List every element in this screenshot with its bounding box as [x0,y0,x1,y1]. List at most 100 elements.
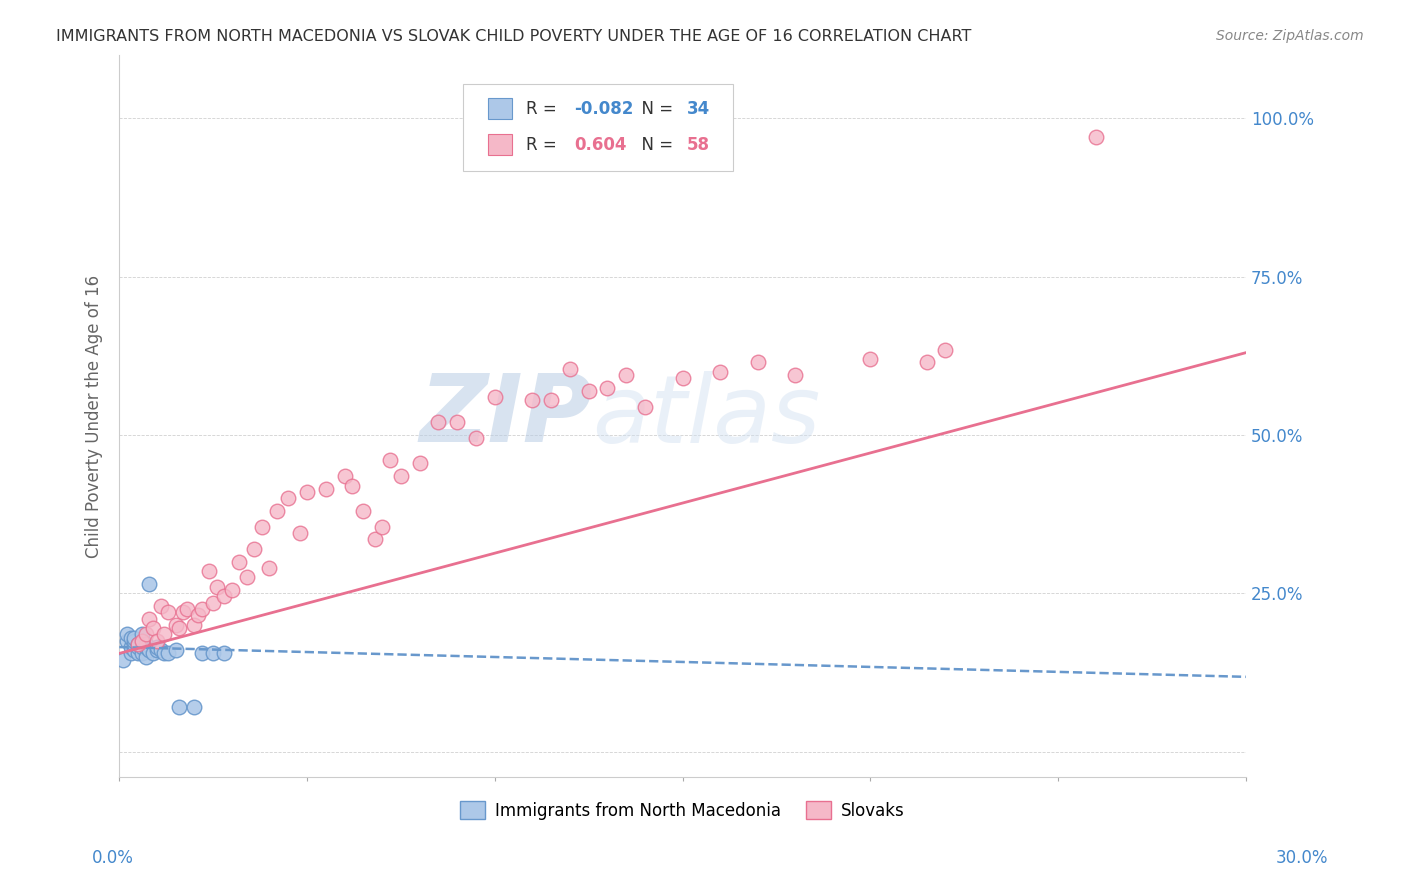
Point [363,533,385,547]
Point [183,700,205,714]
Point [157,605,180,619]
Point [243,541,266,556]
Point [157,647,180,661]
Text: IMMIGRANTS FROM NORTH MACEDONIA VS SLOVAK CHILD POVERTY UNDER THE AGE OF 16 CORR: IMMIGRANTS FROM NORTH MACEDONIA VS SLOVA… [56,29,972,44]
Point [785,368,807,382]
Point [671,371,693,385]
Point [596,380,619,394]
Bar [488,134,512,154]
Text: R =: R = [526,136,567,154]
Point [202,596,225,610]
Legend: Immigrants from North Macedonia, Slovaks: Immigrants from North Macedonia, Slovaks [454,795,911,826]
Point [340,478,363,492]
Point [153,647,176,661]
Point [187,608,209,623]
Point [205,580,228,594]
Point [277,491,299,506]
Text: 0.0%: 0.0% [91,849,134,867]
Text: -0.082: -0.082 [575,100,634,119]
Point [153,627,176,641]
Point [709,365,731,379]
FancyBboxPatch shape [463,84,734,170]
Point [127,640,149,654]
Point [214,590,236,604]
Text: N =: N = [631,136,678,154]
Point [634,400,657,414]
Text: N =: N = [631,100,678,119]
Point [142,621,165,635]
Point [202,647,225,661]
Point [165,643,187,657]
Point [149,643,172,657]
Text: 34: 34 [688,100,710,119]
Point [228,555,250,569]
Point [142,647,165,661]
Point [131,627,153,641]
Point [115,633,138,648]
Point [378,453,401,467]
Point [131,633,153,648]
Point [484,390,506,404]
Point [124,633,146,648]
Point [614,368,637,382]
Y-axis label: Child Poverty Under the Age of 16: Child Poverty Under the Age of 16 [86,275,103,558]
Point [138,643,160,657]
Point [146,643,169,657]
Text: Source: ZipAtlas.com: Source: ZipAtlas.com [1216,29,1364,43]
Point [124,637,146,651]
Text: 0.604: 0.604 [575,136,627,154]
Point [315,482,337,496]
Point [169,700,191,714]
Point [578,384,600,398]
Point [558,361,581,376]
Point [540,393,562,408]
Text: R =: R = [526,100,562,119]
Point [221,583,243,598]
Point [124,631,146,645]
Point [389,469,412,483]
Point [371,520,394,534]
Point [191,647,214,661]
Point [198,564,221,578]
Point [259,561,281,575]
Point [522,393,544,408]
Text: atlas: atlas [592,370,821,461]
Point [120,640,142,654]
Point [747,355,769,369]
Point [146,633,169,648]
Point [427,415,450,429]
Point [135,649,157,664]
Point [352,504,374,518]
Point [127,647,149,661]
Point [183,618,205,632]
Point [115,627,138,641]
Point [138,611,160,625]
Point [127,637,149,651]
Point [135,640,157,654]
Text: 30.0%: 30.0% [1277,849,1329,867]
Bar [488,98,512,119]
Point [295,485,318,500]
Point [149,599,172,613]
Point [236,570,259,584]
Point [288,526,311,541]
Point [214,647,236,661]
Point [124,643,146,657]
Point [146,640,169,654]
Point [138,576,160,591]
Point [915,355,938,369]
Point [934,343,956,357]
Point [131,647,153,661]
Point [165,618,187,632]
Point [250,520,273,534]
Point [266,504,288,518]
Point [446,415,468,429]
Point [859,351,882,366]
Point [1084,130,1107,145]
Point [120,647,142,661]
Point [333,469,356,483]
Point [408,457,430,471]
Point [176,602,198,616]
Point [131,640,153,654]
Point [172,605,194,619]
